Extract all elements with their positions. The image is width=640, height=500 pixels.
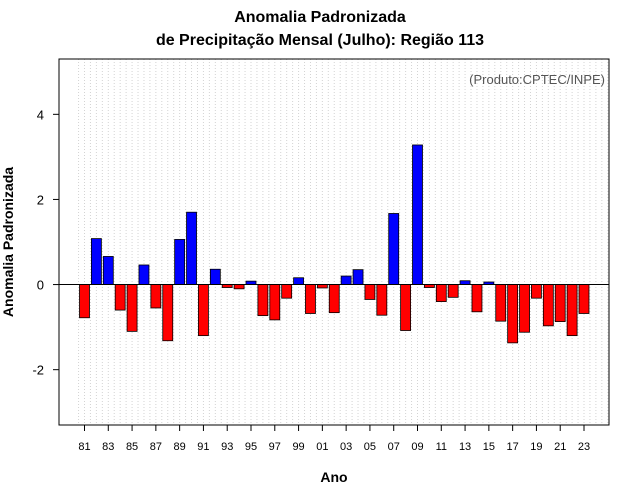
x-tick-label: 09 (411, 441, 423, 453)
bar-22 (566, 284, 578, 337)
credit-text: (Produto:CPTEC/INPE) (469, 72, 605, 87)
bars (79, 144, 590, 344)
x-tick-label: 13 (459, 441, 471, 453)
x-tick-label: 97 (269, 441, 281, 453)
x-tick-label: 83 (102, 441, 114, 453)
bar-99 (293, 277, 304, 285)
bar-88 (162, 284, 174, 342)
x-tick-label: 81 (78, 441, 90, 453)
x-tick-label: 05 (364, 441, 376, 453)
bar-09 (412, 144, 423, 285)
x-tick-label: 91 (197, 441, 209, 453)
bar-87 (150, 284, 162, 309)
x-tick-label: 19 (530, 441, 542, 453)
chart-subtitle: de Precipitação Mensal (Julho): Região 1… (155, 32, 485, 49)
bar-06 (376, 284, 388, 316)
bar-81 (79, 284, 90, 319)
x-tick-label: 11 (436, 441, 447, 453)
bar-82 (91, 238, 102, 285)
bar-89 (174, 239, 186, 285)
bar-16 (495, 284, 507, 322)
bar-13 (459, 280, 471, 285)
bar-94 (233, 284, 245, 290)
bar-01 (316, 284, 328, 289)
x-tick-label: 15 (483, 441, 495, 453)
bar-97 (269, 284, 281, 321)
plot-frame (58, 58, 610, 426)
bar-96 (257, 284, 269, 317)
x-axis-title: Ano (320, 469, 347, 485)
bar-21 (554, 284, 566, 322)
bar-84 (114, 284, 126, 311)
bar-08 (400, 284, 411, 331)
bar-92 (209, 268, 221, 285)
y-axis-title: Anomalia Padronizada (0, 167, 16, 317)
x-tick-label: 21 (554, 441, 566, 453)
bar-17 (507, 284, 519, 344)
x-axis: 81 83 85 87 89 91 93 95 97 99 01 03 05 07 09 11 13 15 17 19… (78, 425, 590, 453)
bar-07 (388, 213, 400, 285)
x-tick-label: 95 (245, 441, 257, 453)
bar-95 (245, 280, 257, 285)
y-tick-label: 0 (37, 278, 44, 293)
bar-19 (531, 284, 542, 299)
x-tick-label: 01 (316, 441, 328, 453)
x-tick-label: 85 (126, 441, 138, 453)
bar-98 (281, 284, 293, 299)
chart-title: Anomalia Padronizada (234, 9, 406, 26)
y-tick-label: 2 (37, 192, 44, 207)
bar-11 (435, 284, 447, 302)
bar-18 (519, 284, 530, 333)
bar-04 (352, 269, 364, 285)
y-tick-label: -2 (32, 363, 44, 378)
bar-03 (340, 275, 352, 285)
bar-00 (305, 284, 316, 314)
y-axis: -2 0 2 4 (32, 107, 59, 378)
x-tick-label: 23 (578, 441, 590, 453)
x-tick-label: 03 (340, 441, 352, 453)
bar-12 (447, 284, 459, 298)
y-tick-label: 4 (37, 107, 44, 122)
bar-91 (198, 284, 209, 337)
bar-85 (126, 284, 138, 332)
x-tick-label: 17 (507, 441, 519, 453)
bar-23 (578, 284, 590, 314)
x-tick-label: 93 (221, 441, 233, 453)
bar-20 (542, 284, 554, 327)
bar-86 (138, 264, 150, 285)
bar-83 (102, 256, 114, 285)
bar-14 (471, 284, 483, 313)
bar-02 (328, 284, 340, 314)
x-tick-label: 87 (150, 441, 162, 453)
grid-lines (78, 59, 609, 425)
x-tick-label: 99 (292, 441, 304, 453)
bar-05 (364, 284, 376, 300)
x-tick-label: 07 (388, 441, 400, 453)
bar-90 (186, 211, 197, 285)
x-tick-label: 89 (174, 441, 186, 453)
